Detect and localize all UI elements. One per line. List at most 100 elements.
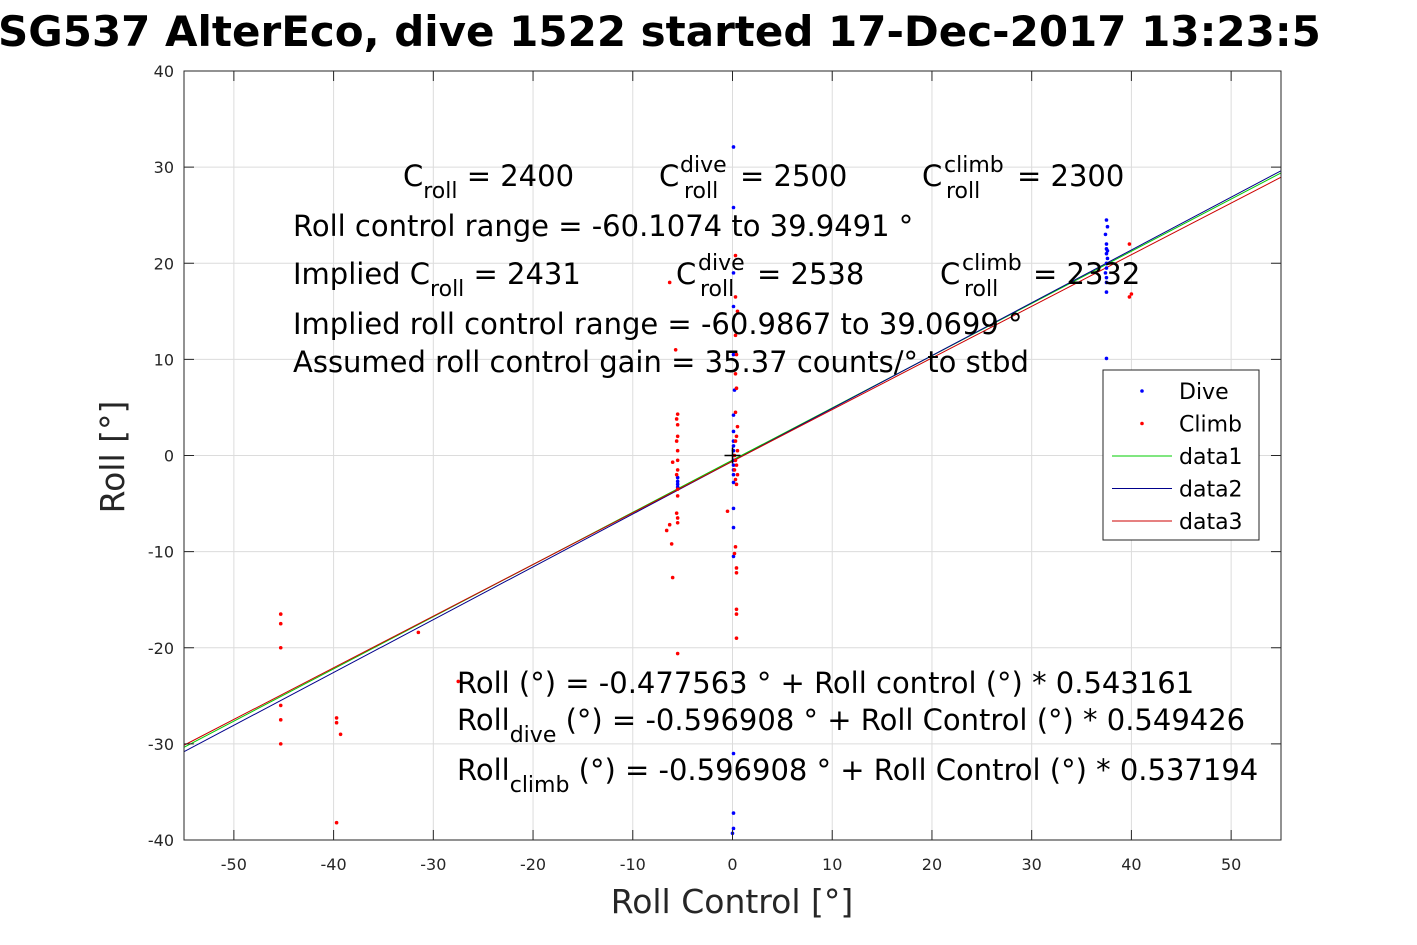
data-points	[278, 145, 1134, 836]
point-dive	[731, 352, 736, 357]
point-climb	[1127, 242, 1132, 246]
point-dive	[731, 413, 736, 417]
point-dive	[1104, 218, 1109, 222]
point-climb	[733, 439, 738, 443]
annotation-implied-range: Implied roll control range = -60.9867 to…	[293, 307, 1023, 341]
annotation-c-dive-sup: dive	[680, 153, 727, 178]
annotation-gain: Assumed roll control gain = 35.37 counts…	[293, 345, 1029, 379]
x-tick-label: -10	[620, 855, 646, 874]
point-climb	[673, 347, 678, 352]
point-dive	[1104, 266, 1109, 270]
point-climb	[456, 679, 461, 684]
point-climb	[735, 448, 740, 453]
annotation-control-range: Roll control range = -60.1074 to 39.9491…	[293, 209, 913, 243]
point-climb	[733, 477, 738, 482]
point-climb	[734, 612, 739, 616]
annotation-implied-c-climb-sup: climb	[962, 251, 1022, 276]
point-dive	[731, 554, 736, 559]
x-tick-label: 50	[1221, 855, 1241, 874]
point-climb	[734, 352, 739, 357]
legend-label: data1	[1179, 445, 1243, 470]
point-climb	[675, 448, 680, 453]
point-climb	[734, 607, 739, 612]
point-dive	[731, 751, 736, 756]
origin-marker	[724, 447, 741, 464]
x-tick-label: 0	[727, 855, 737, 874]
annotation-implied-c-dive-sup: dive	[698, 251, 745, 276]
point-climb	[733, 371, 738, 376]
y-tick-label: -10	[148, 543, 174, 562]
annotation-implied-c-dive-sub: roll	[700, 277, 734, 302]
point-climb	[734, 566, 739, 570]
x-tick-label: 10	[822, 855, 842, 874]
point-climb	[667, 280, 672, 285]
point-climb	[670, 460, 675, 465]
point-climb	[670, 575, 675, 580]
annotation-c-climb-sub: roll	[946, 179, 980, 204]
point-climb	[674, 511, 679, 515]
point-dive	[1104, 356, 1109, 361]
point-climb	[733, 410, 738, 415]
x-tick-label: -30	[420, 855, 446, 874]
point-climb	[675, 468, 680, 472]
y-tick-label: 0	[164, 447, 174, 466]
annotation-coefficients: Croll = 2400	[403, 159, 574, 204]
point-climb	[278, 645, 283, 650]
point-climb	[734, 636, 739, 640]
legend-box	[1102, 369, 1260, 541]
point-climb	[733, 458, 738, 463]
x-axis-label: Roll Control [°]	[611, 882, 854, 921]
point-climb	[675, 520, 680, 525]
annotation-implied-c-climb-sub: roll	[964, 277, 998, 302]
point-dive	[731, 429, 736, 434]
point-dive	[1104, 275, 1109, 280]
point-climb	[675, 494, 680, 498]
point-climb	[735, 472, 740, 477]
point-climb	[278, 621, 283, 626]
y-tick-label: 10	[154, 350, 174, 369]
point-climb	[667, 522, 672, 527]
point-climb	[664, 528, 669, 533]
point-dive	[731, 463, 736, 467]
point-dive	[1105, 256, 1110, 261]
legend: Dive Climb data1 data2 data3	[1102, 369, 1260, 541]
point-climb	[734, 434, 739, 439]
point-climb	[278, 703, 283, 708]
point-climb	[732, 551, 737, 556]
point-dive	[731, 480, 736, 485]
point-dive	[1104, 251, 1109, 256]
point-climb	[674, 417, 679, 421]
point-climb	[675, 412, 680, 416]
point-climb	[732, 468, 737, 472]
x-tick-label: 30	[1022, 855, 1042, 874]
point-dive	[731, 506, 736, 511]
point-dive	[1104, 261, 1109, 266]
point-climb	[675, 434, 680, 439]
point-climb	[733, 295, 738, 299]
point-dive	[1104, 290, 1109, 294]
y-tick-label: 20	[154, 254, 174, 273]
legend-label: Dive	[1179, 380, 1229, 405]
point-dive	[1103, 232, 1108, 237]
point-climb	[734, 386, 739, 391]
annotation-c-climb: C	[922, 159, 942, 193]
point-climb	[675, 651, 680, 656]
annotation-c-climb-val: = 2300	[1017, 159, 1124, 193]
annotation-fit-dive: Rolldive (°) = -0.596908 ° + Roll Contro…	[457, 703, 1245, 748]
point-climb	[338, 732, 343, 737]
point-climb	[278, 742, 283, 746]
point-dive	[1104, 280, 1109, 285]
point-dive	[731, 205, 736, 210]
point-climb	[675, 516, 680, 520]
point-climb	[416, 630, 421, 635]
point-climb	[1127, 295, 1132, 299]
point-dive	[1103, 271, 1108, 275]
point-climb	[674, 439, 679, 443]
point-climb	[734, 570, 739, 575]
point-climb	[1129, 292, 1134, 296]
point-climb	[734, 463, 739, 467]
y-axis-label: Roll [°]	[93, 401, 132, 514]
annotations: Croll = 2400 C dive roll = 2500 C climb …	[293, 153, 1258, 798]
point-dive	[731, 145, 736, 149]
